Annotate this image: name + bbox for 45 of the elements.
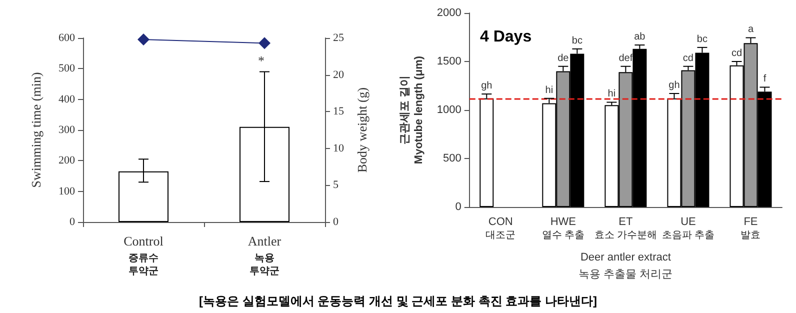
data-label: a — [748, 24, 754, 36]
y-tick-label: 0 — [70, 216, 76, 228]
data-label: gh — [481, 80, 492, 92]
x-tick-label: FE 발효 — [740, 216, 761, 241]
data-label: cd — [731, 48, 742, 59]
x-tick-label: HWE 열수 추출 — [542, 216, 585, 241]
y2-tick-label: 5 — [333, 179, 339, 192]
y-tick-label: 0 — [455, 201, 462, 213]
x-tick-label: Control 증류수 투약군 — [124, 234, 164, 277]
y-tick-label: 100 — [58, 185, 76, 198]
y2-tick-label: 20 — [333, 68, 344, 81]
y-tick-label: 500 — [58, 62, 76, 75]
x-axis-title: Deer antler extract 녹용 추출물 처리군 — [578, 252, 673, 280]
data-label: bc — [696, 34, 708, 45]
text: 4 Days — [480, 28, 532, 46]
y-axis-title: 근관세포 길이 Myotube length (μm) — [399, 56, 425, 164]
annotation: * — [258, 53, 264, 68]
x-tick-label: Antler 녹용 투약군 — [248, 234, 282, 277]
y-tick-label: 2000 — [436, 7, 462, 19]
y-tick-label: 500 — [443, 152, 462, 164]
x-tick-label: ET 효소 가수분해 — [594, 216, 658, 241]
y-tick-label: 1500 — [436, 56, 462, 68]
y-tick-label: 400 — [58, 93, 76, 106]
y2-tick-label: 10 — [333, 142, 344, 154]
y-axis-title: Swimming time (min) — [28, 72, 44, 188]
text: [녹용은 실험모델에서 운동능력 개선 및 근세포 분화 촉진 효과를 나타낸다] — [199, 294, 597, 308]
x-tick-label: CON 대조군 — [486, 216, 516, 241]
data-label: hi — [608, 88, 616, 100]
y2-axis-title: Body weight (g) — [354, 87, 370, 173]
data-label: gh — [668, 80, 680, 92]
bar — [480, 98, 494, 207]
data-label: ab — [634, 32, 646, 43]
y-tick-label: 300 — [58, 124, 76, 136]
y2-tick-label: 15 — [333, 106, 344, 118]
y2-tick-label: 25 — [333, 32, 344, 44]
x-tick-label: UE 초음파 추출 — [662, 216, 715, 241]
data-label: cd — [682, 52, 694, 64]
y-tick-label: 600 — [58, 32, 76, 44]
data-label: hi — [545, 84, 554, 96]
data-label: de — [558, 52, 570, 64]
y2-tick-label: 0 — [333, 216, 339, 228]
data-label: f — [763, 74, 766, 85]
y-tick-label: 1000 — [436, 104, 462, 116]
data-label: bc — [572, 35, 582, 46]
y-tick-label: 200 — [58, 154, 76, 167]
